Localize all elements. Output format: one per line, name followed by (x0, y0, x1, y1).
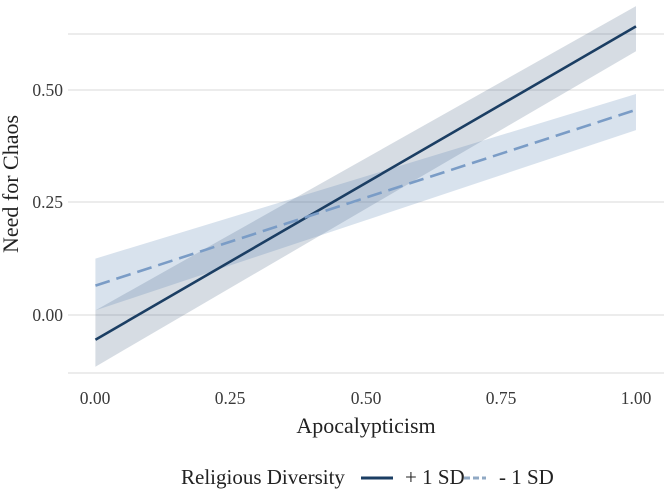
svg-text:- 1 SD: - 1 SD (499, 465, 554, 489)
svg-text:0.50: 0.50 (32, 80, 63, 100)
svg-text:0.00: 0.00 (32, 305, 63, 325)
svg-text:Religious Diversity: Religious Diversity (181, 465, 345, 489)
svg-text:+ 1 SD: + 1 SD (405, 465, 465, 489)
svg-text:0.25: 0.25 (215, 388, 246, 408)
svg-text:0.25: 0.25 (32, 192, 63, 212)
svg-text:0.50: 0.50 (351, 388, 382, 408)
svg-text:Apocalypticism: Apocalypticism (296, 413, 435, 438)
svg-text:0.75: 0.75 (486, 388, 517, 408)
svg-text:0.00: 0.00 (80, 388, 111, 408)
svg-text:Need for Chaos: Need for Chaos (0, 115, 23, 253)
svg-text:1.00: 1.00 (621, 388, 652, 408)
